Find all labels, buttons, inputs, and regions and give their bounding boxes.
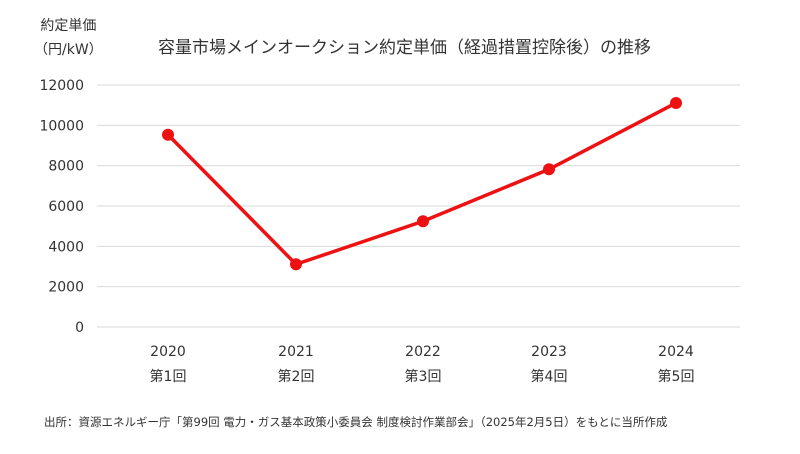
y-tick-label: 8000 <box>48 159 84 175</box>
y-tick-label: 12000 <box>39 78 84 94</box>
y-tick-label: 6000 <box>48 199 84 215</box>
series-line <box>166 101 677 267</box>
data-point <box>670 96 682 109</box>
data-point <box>543 163 555 176</box>
source-note: 出所：資源エネルギー庁「第99回 電力・ガス基本政策小委員会 制度検討作業部会」… <box>44 415 668 429</box>
x-tick-label-year: 2020 <box>150 344 186 360</box>
data-point <box>417 215 429 228</box>
y-axis-label: 約定単価 （円/kW） <box>34 14 103 62</box>
data-point <box>290 258 302 271</box>
data-point <box>162 128 174 141</box>
y-tick-label: 0 <box>75 320 84 336</box>
x-tick-label-year: 2021 <box>278 344 314 360</box>
chart-title: 容量市場メインオークション約定単価（経過措置控除後）の推移 <box>158 38 651 58</box>
x-tick-label-round: 第2回 <box>278 368 315 385</box>
y-tick-label: 4000 <box>48 239 84 255</box>
x-tick-label-round: 第4回 <box>531 368 568 385</box>
x-tick-label-year: 2024 <box>658 344 694 360</box>
x-tick-label-year: 2023 <box>531 344 567 360</box>
x-tick-label-round: 第3回 <box>405 368 442 385</box>
y-tick-label: 10000 <box>39 118 84 134</box>
x-tick-label-round: 第1回 <box>150 368 187 385</box>
y-tick-label: 2000 <box>48 280 84 296</box>
y-axis-label-line-1: 約定単価 <box>40 18 97 34</box>
x-tick-label-year: 2022 <box>405 344 441 360</box>
x-tick-label-round: 第5回 <box>658 368 695 385</box>
y-axis-label-line-2: （円/kW） <box>34 42 103 58</box>
